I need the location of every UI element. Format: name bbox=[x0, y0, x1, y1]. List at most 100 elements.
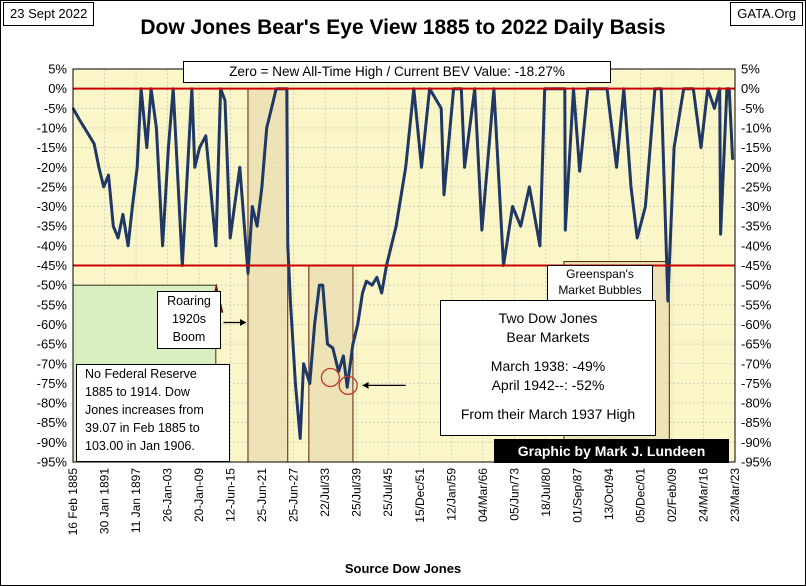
x-tick-label: 13/Oct/94 bbox=[602, 468, 616, 520]
series-line bbox=[71, 87, 735, 440]
data-point bbox=[204, 134, 207, 137]
data-point bbox=[260, 186, 263, 188]
x-tick-label: 24/Mar/16 bbox=[696, 468, 710, 522]
x-tick-label: 01/Sep/87 bbox=[570, 468, 584, 523]
data-point bbox=[83, 127, 86, 129]
bear-title-2: Bear Markets bbox=[506, 329, 590, 345]
data-point bbox=[630, 186, 632, 188]
y-tick-right: 5% bbox=[741, 62, 760, 77]
data-point bbox=[564, 229, 567, 232]
data-point bbox=[380, 292, 383, 294]
data-point bbox=[615, 166, 618, 169]
y-tick-right: -45% bbox=[741, 258, 772, 273]
y-tick-left: -45% bbox=[37, 258, 68, 273]
x-tick-label: 25/Jul/39 bbox=[350, 468, 364, 517]
data-point bbox=[321, 284, 324, 287]
x-tick-label: 12/Jan/59 bbox=[444, 468, 458, 521]
data-point bbox=[719, 233, 722, 235]
arrow-bear-head bbox=[362, 381, 369, 389]
y-tick-right: -30% bbox=[741, 199, 772, 214]
data-point bbox=[356, 323, 359, 326]
x-tick-label: 15/Dec/51 bbox=[413, 468, 427, 523]
data-point bbox=[404, 166, 407, 169]
data-point bbox=[480, 229, 483, 232]
data-point bbox=[318, 284, 321, 287]
fed-line-5: 103.00 in Jan 1906. bbox=[85, 439, 195, 453]
shaded-box-0 bbox=[247, 88, 289, 463]
x-tick-label: 16 Feb 1885 bbox=[66, 468, 80, 536]
x-tick-label: 25-Jun-21 bbox=[255, 468, 269, 522]
roaring-line-2: 1920s bbox=[171, 312, 207, 326]
y-tick-right: -95% bbox=[741, 455, 772, 470]
y-tick-left: -75% bbox=[37, 376, 68, 391]
roaring-20s-note: Roaring 1920s Boom bbox=[157, 291, 221, 349]
y-tick-right: -20% bbox=[741, 160, 772, 175]
y-tick-left: -5% bbox=[44, 101, 68, 116]
fed-line-2: 1885 to 1914. Dow bbox=[85, 385, 190, 399]
data-point bbox=[167, 146, 170, 149]
data-point bbox=[308, 382, 311, 385]
data-point bbox=[352, 343, 354, 345]
y-tick-right: -55% bbox=[741, 297, 772, 312]
arrow-roaring-head bbox=[240, 318, 247, 326]
data-point bbox=[361, 292, 364, 294]
data-point bbox=[666, 299, 669, 302]
x-axis-title: Source Dow Jones bbox=[344, 561, 462, 576]
y-tick-right: -40% bbox=[741, 238, 772, 253]
data-point bbox=[145, 146, 148, 149]
data-point bbox=[313, 323, 316, 326]
y-tick-left: -70% bbox=[37, 356, 68, 371]
data-point bbox=[256, 225, 258, 228]
axes-layer: 5% 5% 0% 0% -5% -5% -10% -10% -15% -15% -20% -20% -2… bbox=[37, 62, 772, 536]
credit-label: Graphic by Mark J. Lundeen bbox=[494, 439, 729, 463]
y-tick-left: -90% bbox=[37, 435, 68, 450]
y-tick-left: -35% bbox=[37, 219, 68, 234]
circle-1938 bbox=[320, 367, 341, 388]
y-tick-right: -5% bbox=[741, 101, 765, 116]
y-tick-left: -80% bbox=[37, 396, 68, 411]
site-label: GATA.Org bbox=[730, 2, 803, 26]
y-tick-right: -70% bbox=[741, 356, 772, 371]
zero-line-note: Zero = New All-Time High / Current BEV V… bbox=[183, 61, 611, 83]
x-tick-label: 05/Dec/01 bbox=[633, 468, 647, 523]
x-tick-label: 02/Feb/09 bbox=[665, 468, 679, 522]
data-point bbox=[78, 119, 81, 121]
x-tick-label: 18/Jul/80 bbox=[539, 468, 553, 517]
data-point bbox=[97, 166, 100, 169]
x-tick-label: 26-Jan-03 bbox=[161, 468, 175, 522]
y-tick-right: -65% bbox=[741, 337, 772, 352]
fed-line-4: 39.07 in Feb 1885 to bbox=[85, 421, 200, 435]
fed-line-3: Jones increases from bbox=[85, 403, 204, 417]
data-point bbox=[731, 158, 734, 161]
shaded-box-1 bbox=[308, 265, 354, 463]
y-tick-right: -10% bbox=[741, 120, 772, 135]
data-point bbox=[299, 437, 302, 440]
data-point bbox=[117, 237, 119, 239]
x-tick-label: 04/Mar/66 bbox=[476, 468, 490, 522]
y-tick-right: -85% bbox=[741, 415, 772, 430]
roaring-line-1: Roaring bbox=[167, 294, 211, 308]
data-point bbox=[131, 205, 134, 208]
data-point bbox=[238, 166, 241, 169]
y-tick-left: -65% bbox=[37, 337, 68, 352]
data-point bbox=[326, 343, 329, 345]
data-point bbox=[443, 193, 445, 196]
greenspan-note: Greenspan's Market Bubbles bbox=[547, 265, 653, 301]
y-tick-right: -60% bbox=[741, 317, 772, 332]
y-tick-left: -30% bbox=[37, 199, 68, 214]
bear-1938: March 1938: -49% bbox=[490, 358, 606, 374]
y-tick-left: 0% bbox=[48, 81, 67, 96]
y-tick-left: -25% bbox=[37, 179, 68, 194]
data-point bbox=[331, 347, 334, 349]
data-point bbox=[376, 276, 378, 279]
data-point bbox=[251, 205, 254, 208]
data-point bbox=[636, 237, 639, 239]
x-tick-label: 30 Jan 1891 bbox=[98, 468, 112, 534]
x-tick-label: 25-Jun-27 bbox=[287, 468, 301, 522]
data-point bbox=[371, 284, 374, 287]
data-point bbox=[112, 225, 115, 228]
chart-title: Dow Jones Bear's Eye View 1885 to 2022 D… bbox=[140, 16, 666, 39]
y-tick-left: -95% bbox=[37, 455, 68, 470]
data-point bbox=[673, 146, 676, 149]
y-tick-left: -50% bbox=[37, 278, 68, 293]
